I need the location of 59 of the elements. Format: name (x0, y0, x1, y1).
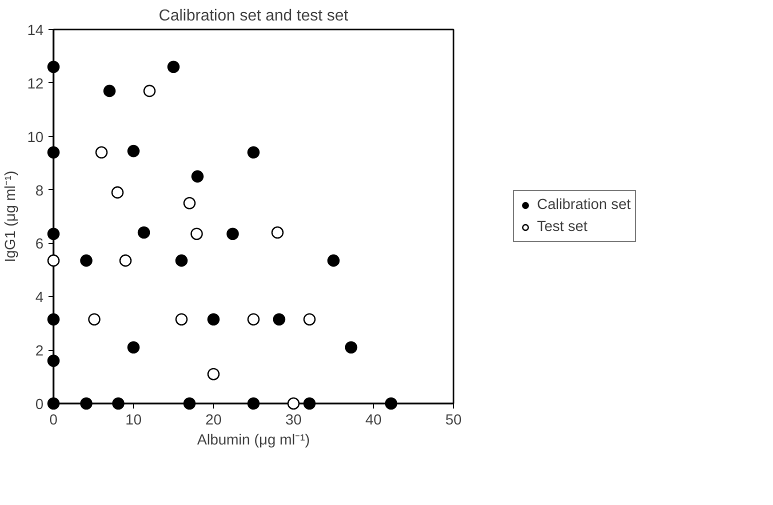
x-tick-label: 20 (205, 412, 222, 428)
x-axis-title: Albumin (μg ml⁻¹) (197, 432, 310, 448)
point (190, 228, 203, 240)
point (47, 354, 60, 367)
point (80, 397, 92, 410)
y-tick-label: 10 (27, 130, 44, 146)
point (191, 170, 204, 183)
x-tick-label: 50 (445, 412, 462, 428)
point (47, 60, 60, 74)
point (226, 228, 239, 240)
point (247, 313, 260, 326)
point (138, 226, 150, 239)
point (207, 313, 220, 326)
x-tick-label: 0 (49, 412, 58, 428)
point (175, 313, 188, 326)
y-tick-label: 0 (35, 397, 44, 413)
y-tick-label: 8 (35, 183, 44, 200)
legend-label: Test set (537, 219, 588, 235)
point (183, 397, 196, 410)
point (95, 146, 108, 159)
point (47, 313, 60, 326)
point (127, 144, 140, 158)
x-tick-label: 30 (285, 412, 302, 428)
chart-title: Calibration set and test set (158, 8, 349, 24)
point (175, 254, 188, 267)
y-axis-title: IgG1 (μg ml⁻¹) (3, 170, 20, 262)
point (167, 60, 180, 74)
y-tick-label: 14 (27, 23, 44, 39)
point (344, 341, 358, 354)
point (271, 226, 284, 239)
point (207, 368, 220, 380)
point (111, 186, 124, 199)
point (47, 228, 60, 240)
point (143, 84, 156, 98)
point (47, 146, 60, 159)
point (247, 397, 260, 410)
point (47, 397, 60, 410)
y-tick-label: 6 (35, 236, 44, 253)
point (112, 397, 124, 410)
point (303, 397, 316, 410)
legend-label: Calibration set (537, 197, 631, 213)
point (287, 397, 300, 410)
y-tick-label: 2 (35, 344, 44, 360)
point (88, 313, 100, 326)
point (119, 254, 132, 267)
point (303, 313, 316, 326)
point (384, 397, 398, 410)
y-tick-label: 12 (27, 76, 44, 92)
point (47, 254, 60, 267)
point (127, 341, 140, 354)
x-tick-label: 40 (365, 412, 382, 428)
point (103, 84, 116, 98)
y-tick-label: 4 (35, 290, 44, 306)
point (272, 313, 286, 326)
point (80, 254, 92, 267)
point (183, 197, 196, 210)
x-tick-label: 10 (125, 412, 142, 428)
point (327, 254, 340, 267)
point (247, 146, 260, 159)
